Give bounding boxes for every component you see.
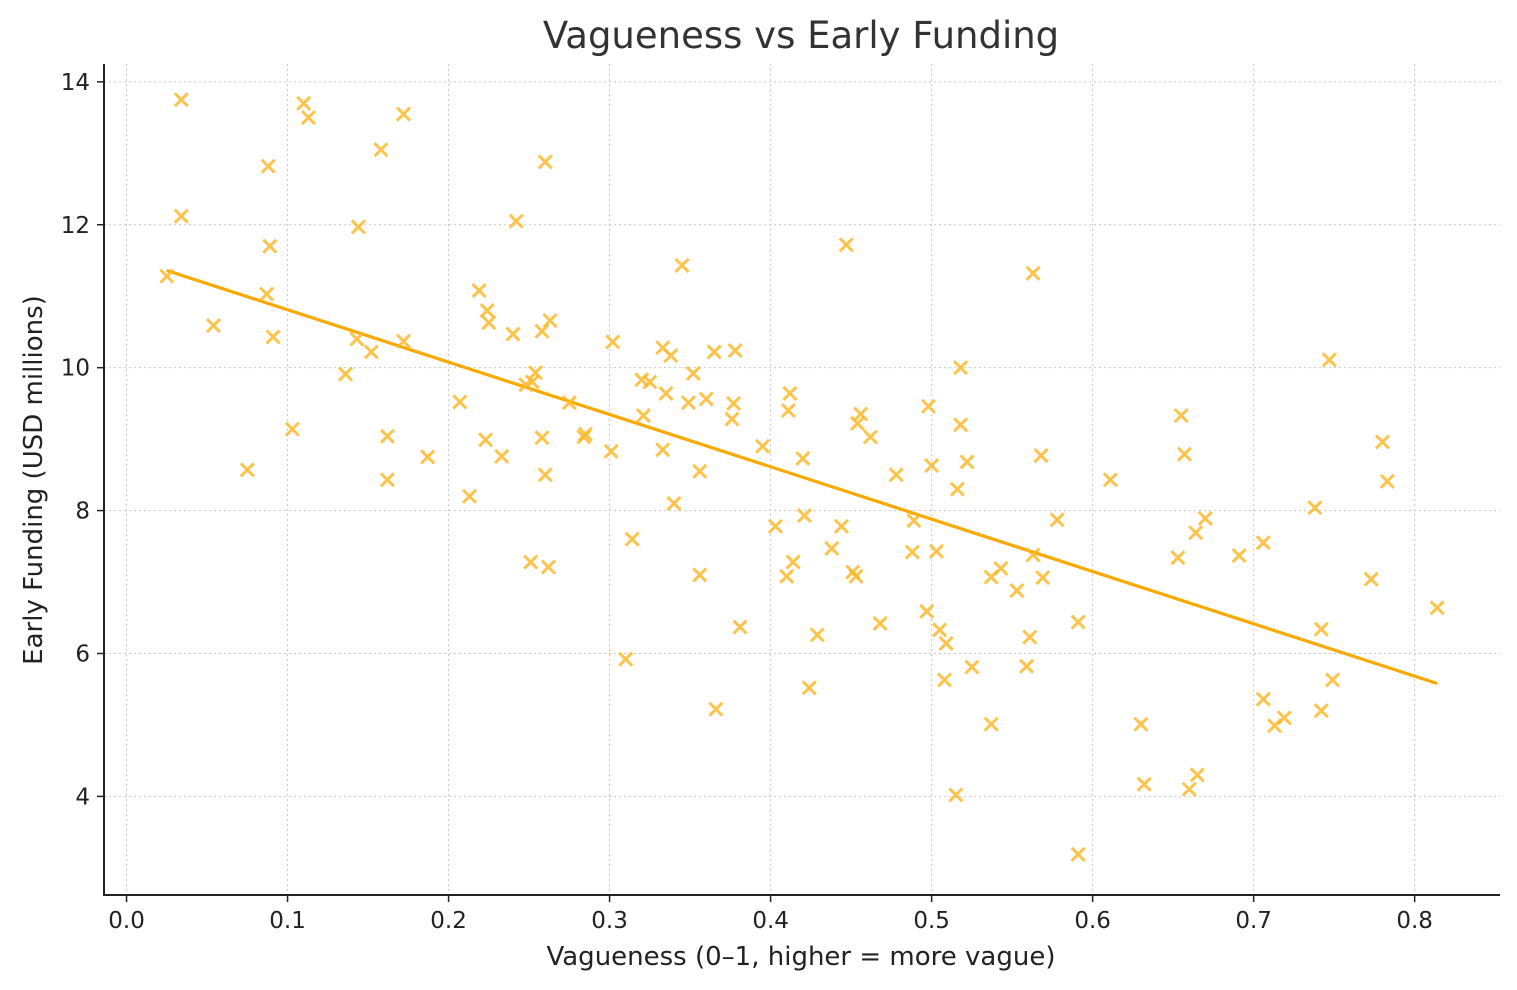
x-tick-label: 0.7 (1235, 908, 1272, 934)
x-tick-label: 0.6 (1074, 908, 1111, 934)
y-axis-label: Early Funding (USD millions) (19, 295, 49, 665)
x-tick-label: 0.1 (269, 908, 306, 934)
y-tick-label: 10 (61, 356, 90, 382)
x-tick-label: 0.2 (430, 908, 467, 934)
x-tick-label: 0.0 (108, 908, 145, 934)
x-axis-label: Vagueness (0–1, higher = more vague) (546, 942, 1055, 972)
y-tick-label: 8 (75, 499, 90, 525)
x-tick-label: 0.4 (752, 908, 789, 934)
y-tick-label: 12 (61, 213, 90, 239)
chart-title: Vagueness vs Early Funding (543, 14, 1059, 57)
y-tick-label: 14 (61, 70, 90, 96)
y-tick-label: 4 (75, 784, 90, 810)
x-tick-label: 0.5 (913, 908, 950, 934)
x-tick-label: 0.8 (1396, 908, 1433, 934)
x-tick-label: 0.3 (591, 908, 628, 934)
y-tick-label: 6 (75, 641, 90, 667)
